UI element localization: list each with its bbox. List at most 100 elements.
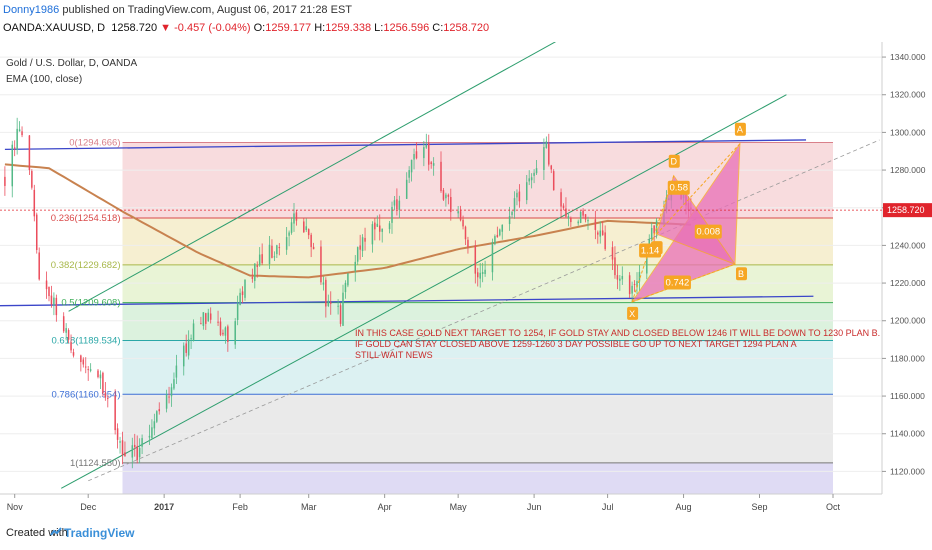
candle-body: [516, 192, 518, 198]
price-chart[interactable]: 0(1294.666) 0.236(1254.518) 0.382(1229.682…: [0, 42, 932, 518]
tradingview-brand[interactable]: TradingView: [64, 526, 135, 540]
candle-body: [124, 452, 126, 457]
candle-body: [261, 254, 263, 264]
candle-body: [329, 302, 332, 304]
candle-body: [227, 326, 229, 342]
candle-body: [533, 172, 535, 176]
trend-line: [61, 94, 787, 489]
candle-body: [303, 221, 305, 233]
y-tick-label: 1240.000: [890, 240, 926, 250]
candle-body: [604, 232, 606, 250]
candle-body: [636, 281, 638, 288]
candle-body: [148, 435, 151, 438]
candle-body: [415, 151, 418, 159]
pattern-point-label: B: [738, 269, 744, 279]
candle-body: [72, 352, 75, 356]
created-with-text: Created with: [6, 527, 68, 539]
fib-level-label: 0.5(1209.608): [61, 298, 120, 309]
candle-body: [450, 197, 452, 213]
x-tick-label: Feb: [232, 502, 248, 512]
candle-body: [570, 218, 572, 223]
fib-band: [122, 302, 833, 341]
candle-body: [131, 445, 134, 458]
candle-body: [207, 312, 210, 322]
candle-body: [239, 292, 241, 305]
candle-body: [342, 292, 344, 326]
candle-body: [236, 303, 239, 320]
pattern-ratio-line: [631, 175, 675, 303]
fib-level-label: 0.618(1189.534): [51, 335, 120, 346]
candle-body: [648, 239, 651, 245]
candle-body: [138, 447, 141, 458]
candle-body: [55, 297, 58, 316]
candle-body: [427, 142, 430, 165]
candle-body: [579, 211, 582, 223]
candle-body: [481, 272, 484, 274]
pattern-point-box: [668, 154, 680, 168]
candle-body: [619, 278, 621, 281]
x-tick-label: Mar: [301, 502, 317, 512]
candle-body: [13, 147, 16, 149]
candle-body: [256, 265, 259, 267]
pattern-point-label: X: [629, 309, 635, 319]
candle-body: [354, 261, 357, 272]
candle-body: [381, 228, 383, 232]
candle-body: [119, 441, 121, 443]
candle-body: [621, 275, 624, 280]
candle-body: [31, 171, 33, 188]
pattern-point-label: A: [737, 125, 743, 135]
candle-body: [459, 211, 462, 221]
candle-body: [376, 223, 379, 227]
candle-body: [445, 194, 447, 199]
price-axis-bg: [882, 42, 932, 518]
candle-body: [293, 213, 295, 224]
candle-body: [359, 245, 361, 250]
candle-body: [525, 182, 528, 201]
y-tick-label: 1340.000: [890, 52, 926, 62]
candle-body: [104, 392, 107, 398]
candle-body: [28, 135, 31, 171]
candle-body: [327, 300, 330, 307]
candle-body: [273, 256, 276, 258]
candle-body: [339, 305, 342, 324]
ratio-label: 1.14: [641, 246, 660, 257]
candle-body: [614, 257, 616, 276]
footer: Created with TradingView: [0, 518, 932, 550]
candle-body: [217, 321, 219, 323]
x-tick-label: Jun: [527, 502, 542, 512]
candle-body: [251, 277, 254, 279]
candle-body: [258, 254, 261, 266]
y-tick-label: 1180.000: [890, 353, 925, 363]
candle-body: [584, 214, 587, 220]
candle-body: [655, 220, 658, 233]
candle-body: [616, 275, 619, 280]
candle-body: [136, 446, 138, 460]
candle-body: [254, 263, 256, 281]
pattern-point-box: [736, 267, 747, 281]
fib-band: [122, 462, 833, 494]
candle-body: [187, 339, 190, 356]
candle-body: [567, 215, 570, 219]
ratio-box: [667, 180, 690, 195]
candle-body: [102, 372, 104, 394]
candle-body: [312, 246, 315, 250]
candle-body: [337, 305, 339, 307]
candle-body: [276, 245, 278, 255]
candle-body: [107, 397, 109, 399]
candle-body: [396, 199, 398, 210]
publisher-name[interactable]: Donny1986: [3, 4, 60, 16]
candle-body: [587, 219, 589, 222]
last-price-tag: [883, 203, 932, 218]
candle-body: [408, 170, 410, 178]
candle-body: [305, 226, 308, 231]
y-tick-label: 1320.000: [890, 90, 926, 100]
y-tick-label: 1280.000: [890, 165, 926, 175]
pattern-ratio-line: [631, 263, 736, 303]
x-tick-label: May: [450, 502, 468, 512]
ema-legend: EMA (100, close): [6, 74, 82, 85]
candle-body: [398, 200, 401, 210]
candle-body: [467, 239, 469, 247]
candle-body: [151, 427, 153, 439]
ratio-label: 0.58: [670, 183, 689, 194]
candle-body: [391, 206, 393, 223]
